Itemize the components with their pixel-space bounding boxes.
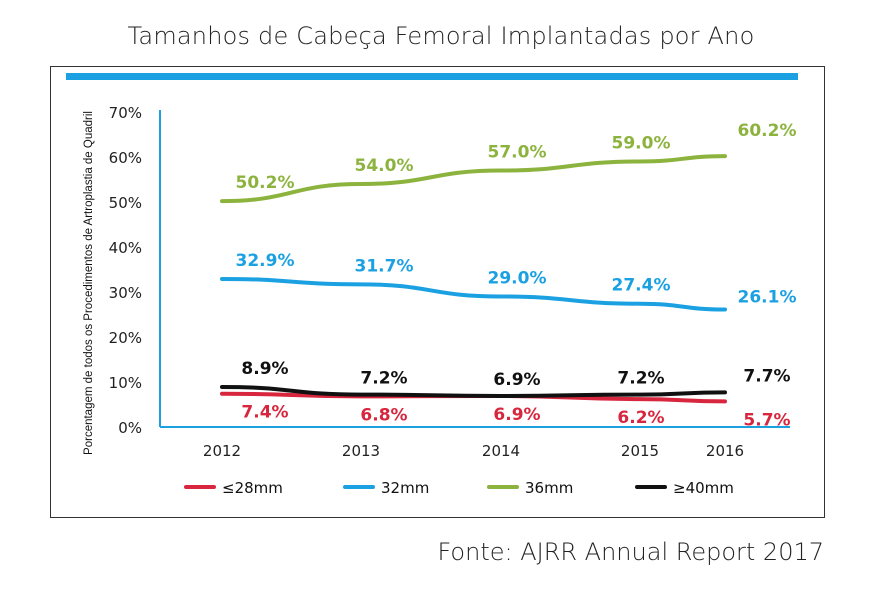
y-tick-label: 0% bbox=[118, 419, 142, 437]
series-line-36mm bbox=[220, 154, 727, 204]
data-label: 54.0% bbox=[355, 156, 414, 176]
data-label: 8.9% bbox=[241, 359, 288, 379]
data-label: 59.0% bbox=[612, 134, 671, 154]
data-label: 5.7% bbox=[743, 410, 790, 430]
y-tick-label: 10% bbox=[109, 374, 142, 392]
x-tick-label: 2014 bbox=[482, 442, 520, 460]
legend-entry: ≥40mm bbox=[673, 479, 734, 497]
data-label: 57.0% bbox=[488, 143, 547, 163]
data-label: 6.9% bbox=[493, 405, 540, 425]
data-label: 7.7% bbox=[743, 366, 790, 386]
data-label: 60.2% bbox=[738, 121, 797, 141]
y-tick-label: 50% bbox=[109, 194, 142, 212]
accent-bar bbox=[66, 73, 798, 80]
data-label: 50.2% bbox=[236, 173, 295, 193]
x-tick-label: 2016 bbox=[706, 442, 744, 460]
data-label: 26.1% bbox=[738, 288, 797, 308]
data-label: 6.9% bbox=[493, 370, 540, 390]
legend-entry: 32mm bbox=[381, 479, 429, 497]
data-label: 31.7% bbox=[355, 256, 414, 276]
data-label: 7.2% bbox=[617, 369, 664, 389]
data-label: 29.0% bbox=[488, 269, 547, 289]
data-label: 7.4% bbox=[241, 403, 288, 423]
legend: ≤28mm 32mm 36mm ≥40mm bbox=[184, 479, 734, 497]
legend-entry: ≤28mm bbox=[222, 479, 283, 497]
x-tick-label: 2013 bbox=[342, 442, 380, 460]
y-tick-label: 60% bbox=[109, 149, 142, 167]
data-label: 7.2% bbox=[360, 369, 407, 389]
x-tick-label: 2015 bbox=[621, 442, 659, 460]
axes-layer: Porcentagem de todos os Procedimentos de… bbox=[83, 104, 790, 460]
series-line-32mm bbox=[220, 276, 727, 312]
data-label: 32.9% bbox=[236, 251, 295, 271]
legend-entry: 36mm bbox=[525, 479, 573, 497]
y-axis-label: Porcentagem de todos os Procedimentos de… bbox=[83, 111, 95, 455]
chart-title: Tamanhos de Cabeça Femoral Implantadas p… bbox=[127, 22, 755, 50]
data-label: 27.4% bbox=[612, 276, 671, 296]
x-tick-label: 2012 bbox=[203, 442, 241, 460]
labels-layer: 7.4% 6.8% 6.9% 6.2% 5.7% 32.9% 31.7% 29.0% 27.4%… bbox=[236, 121, 797, 430]
y-tick-label: 20% bbox=[109, 329, 142, 347]
series-line-≥40mm bbox=[220, 384, 727, 398]
data-label: 6.2% bbox=[617, 408, 664, 428]
source-note: Fonte: AJRR Annual Report 2017 bbox=[437, 538, 824, 566]
series-layer bbox=[220, 154, 727, 404]
y-tick-label: 30% bbox=[109, 284, 142, 302]
y-tick-label: 70% bbox=[109, 104, 142, 122]
data-label: 6.8% bbox=[360, 405, 407, 425]
y-tick-label: 40% bbox=[109, 239, 142, 257]
